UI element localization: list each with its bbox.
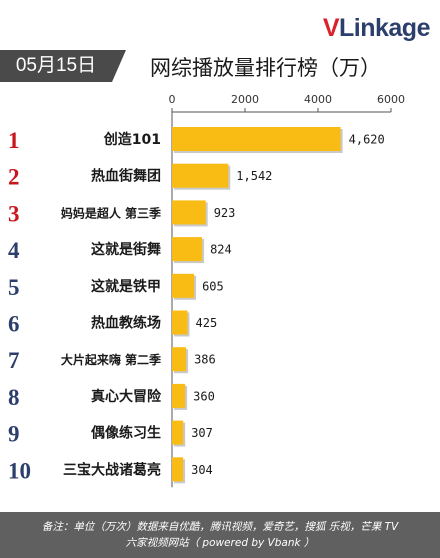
footer-note: 备注：单位（万次）数据来自优酷，腾讯视频，爱奇艺，搜狐 乐视，芒果 TV 六家视… bbox=[0, 512, 440, 558]
category-label: 这就是街舞 bbox=[91, 241, 161, 258]
rank-number: 2 bbox=[8, 165, 20, 190]
bar bbox=[172, 163, 229, 188]
rank-number: 6 bbox=[8, 312, 20, 337]
value-label: 307 bbox=[191, 426, 213, 440]
x-tick-label: 2000 bbox=[231, 93, 259, 106]
bar bbox=[172, 273, 195, 298]
category-label: 热血教练场 bbox=[91, 315, 161, 332]
bar bbox=[172, 457, 184, 482]
rank-number: 5 bbox=[8, 275, 20, 300]
category-label: 这就是铁甲 bbox=[91, 278, 161, 295]
value-label: 1,542 bbox=[236, 169, 272, 183]
bar-chart: 0 2000 4000 6000 4,620 创造101 1 1,542 热血街舞团 2 923 妈妈… bbox=[8, 93, 405, 488]
bar bbox=[172, 127, 341, 151]
rank-number: 8 bbox=[8, 385, 20, 410]
rank-number: 1 bbox=[8, 128, 20, 153]
footer-line-1: 备注：单位（万次）数据来自优酷，腾讯视频，爱奇艺，搜狐 乐视，芒果 TV bbox=[41, 521, 399, 533]
category-label: 真心大冒险 bbox=[91, 388, 162, 405]
category-label: 热血街舞团 bbox=[91, 168, 161, 185]
value-label: 923 bbox=[214, 206, 236, 220]
category-label: 偶像练习生 bbox=[91, 425, 161, 442]
value-label: 4,620 bbox=[349, 133, 385, 147]
bar bbox=[172, 347, 187, 372]
bar bbox=[172, 420, 184, 445]
x-tick-label: 6000 bbox=[377, 93, 405, 106]
category-label: 三宝大战诸葛亮 bbox=[63, 461, 161, 478]
value-label: 605 bbox=[202, 279, 224, 293]
footer-line-2: 六家视频网站（ powered by Vbank ） bbox=[125, 537, 315, 549]
bar bbox=[172, 200, 206, 225]
category-label: 妈妈是超人 第三季 bbox=[61, 205, 162, 220]
bar bbox=[172, 383, 186, 408]
value-label: 360 bbox=[193, 389, 215, 403]
rank-number: 9 bbox=[8, 422, 20, 447]
bar bbox=[172, 310, 188, 335]
x-tick-label: 4000 bbox=[304, 93, 332, 106]
value-label: 425 bbox=[196, 316, 218, 330]
vlinkage-logo: VLinkage bbox=[322, 14, 431, 42]
x-tick-label: 0 bbox=[169, 93, 176, 106]
rank-number: 4 bbox=[8, 238, 20, 263]
rank-number: 10 bbox=[8, 458, 31, 483]
value-label: 304 bbox=[191, 463, 213, 477]
value-label: 386 bbox=[194, 353, 216, 367]
value-label: 824 bbox=[210, 243, 232, 257]
rank-number: 3 bbox=[8, 201, 20, 226]
chart-title: 网综播放量排行榜（万） bbox=[150, 56, 381, 80]
rank-number: 7 bbox=[8, 348, 20, 373]
category-label: 大片起来嗨 第二季 bbox=[61, 352, 162, 367]
category-label: 创造101 bbox=[103, 131, 161, 148]
bar bbox=[172, 237, 203, 262]
date-badge: 05月15日 bbox=[0, 50, 126, 82]
